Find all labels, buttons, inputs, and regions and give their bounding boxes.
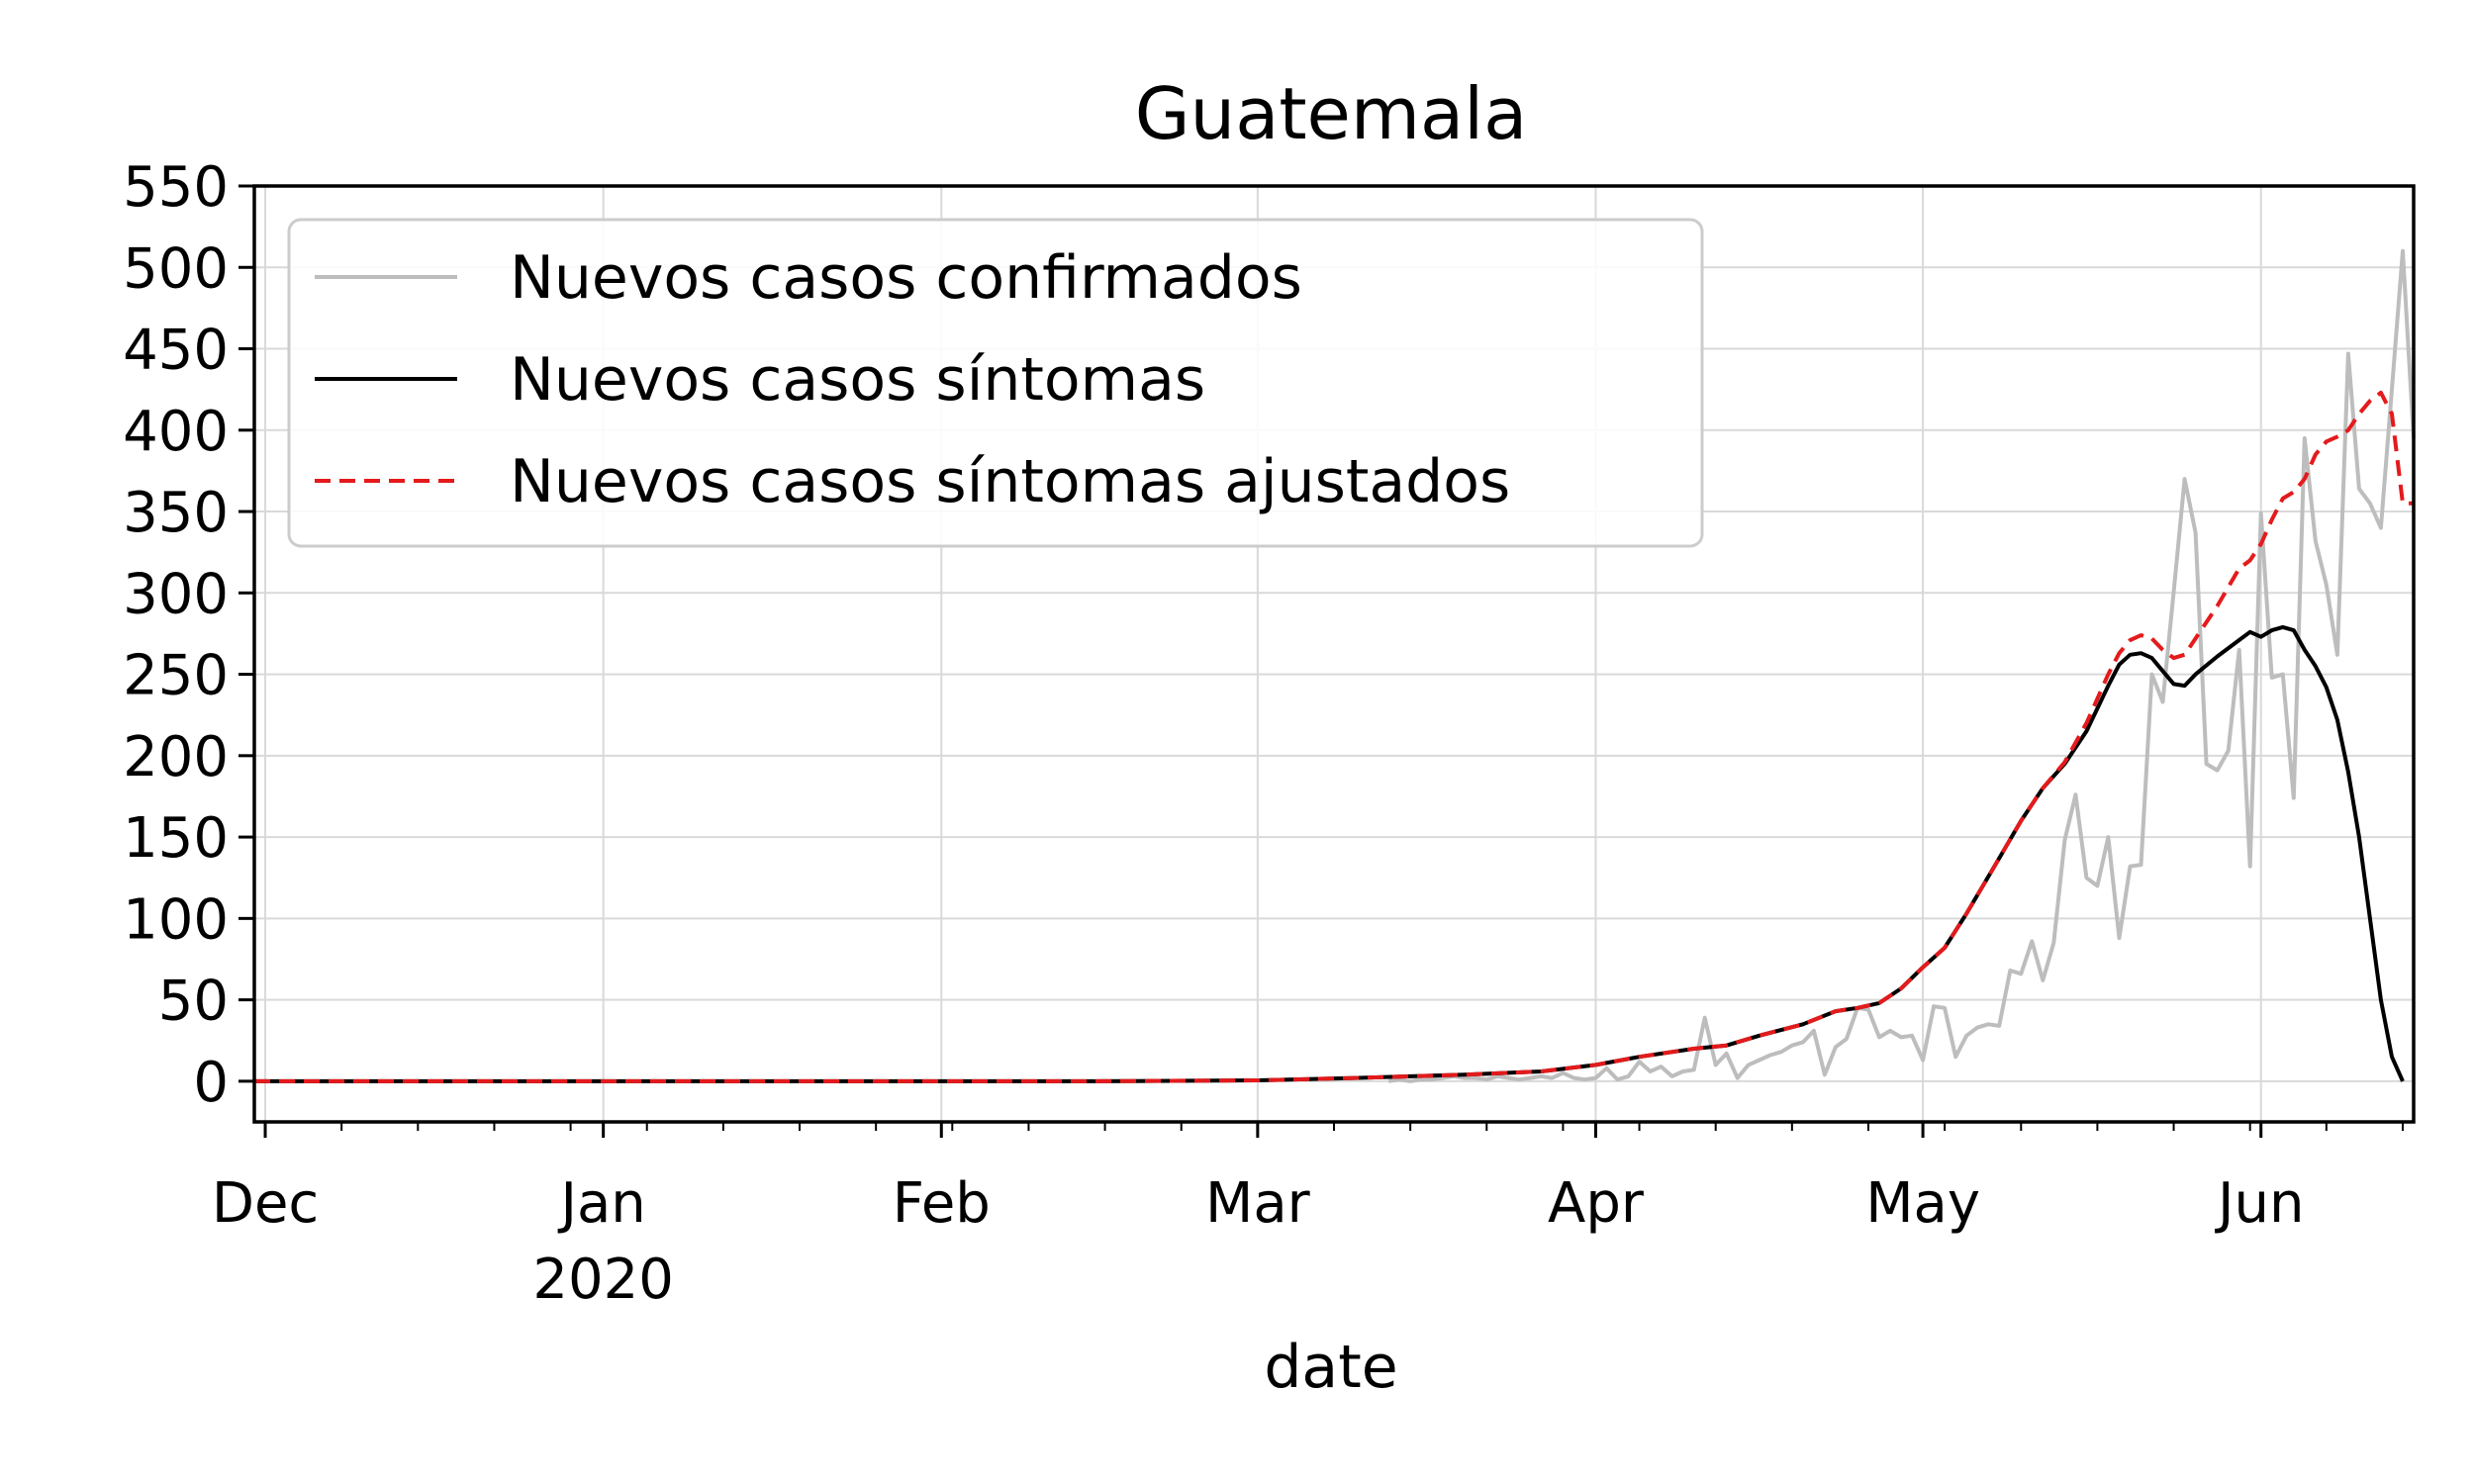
x-tick-label: Jun xyxy=(2215,1171,2305,1236)
legend: Nuevos casos confirmados Nuevos casos sí… xyxy=(287,218,1704,548)
x-axis: Dec Jan 2020 Feb Mar Apr May Jun xyxy=(212,1122,2404,1312)
y-tick-label: 50 xyxy=(158,970,229,1034)
y-tick-label: 100 xyxy=(123,887,229,952)
y-tick-label: 550 xyxy=(123,155,229,220)
y-tick-label: 500 xyxy=(123,236,229,301)
y-tick-label: 200 xyxy=(123,725,229,789)
x-tick-label: Dec xyxy=(212,1171,319,1236)
y-tick-label: 0 xyxy=(193,1051,229,1115)
y-tick-label: 450 xyxy=(123,319,229,383)
x-tick-label: May xyxy=(1865,1171,1980,1236)
y-axis: 0 50 100 150 200 250 300 350 400 450 500 550 xyxy=(123,155,254,1115)
legend-box xyxy=(287,218,1704,548)
x-tick-label: Apr xyxy=(1548,1171,1645,1236)
x-tick-sublabel: 2020 xyxy=(532,1248,674,1312)
series-line-adjusted xyxy=(254,390,2414,1083)
x-tick-label: Mar xyxy=(1205,1171,1311,1236)
legend-label-adjusted: Nuevos casos síntomas ajustados xyxy=(510,447,1510,516)
y-tick-label: 250 xyxy=(123,644,229,708)
plot-area xyxy=(254,248,2416,1083)
chart-title: Guatemala xyxy=(1135,72,1527,155)
x-tick-label: Jan xyxy=(557,1171,645,1236)
legend-label-symptoms: Nuevos casos síntomas xyxy=(510,345,1205,415)
legend-label-confirmed: Nuevos casos confirmados xyxy=(510,243,1302,313)
y-tick-label: 350 xyxy=(123,481,229,545)
y-tick-label: 150 xyxy=(123,806,229,871)
x-tick-label: Feb xyxy=(893,1171,991,1236)
y-tick-label: 400 xyxy=(123,400,229,464)
x-axis-title: date xyxy=(1264,1333,1397,1402)
y-tick-label: 300 xyxy=(123,562,229,626)
series-line-confirmed xyxy=(1387,248,2416,1083)
